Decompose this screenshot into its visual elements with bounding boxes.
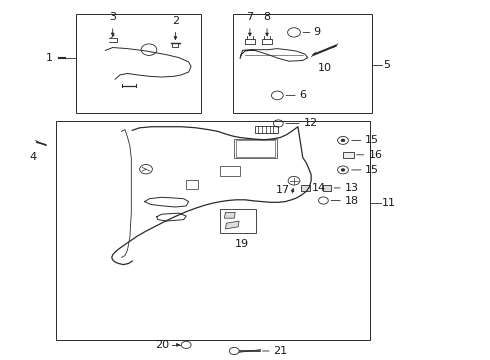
Text: 11: 11 <box>382 198 396 208</box>
Text: 20: 20 <box>155 340 169 350</box>
Bar <box>343 152 354 158</box>
Text: 17: 17 <box>276 185 290 195</box>
Bar <box>234 139 277 158</box>
Text: 3: 3 <box>109 12 116 22</box>
Bar <box>186 180 198 189</box>
Polygon shape <box>224 212 235 218</box>
Text: 18: 18 <box>345 195 359 206</box>
Text: 8: 8 <box>264 12 270 22</box>
Bar <box>220 166 240 176</box>
Text: 1: 1 <box>46 53 53 63</box>
Text: 12: 12 <box>304 118 318 129</box>
Bar <box>301 185 310 191</box>
Bar <box>220 209 256 233</box>
Text: 19: 19 <box>235 239 248 249</box>
Text: 21: 21 <box>273 346 288 356</box>
Text: 5: 5 <box>383 60 390 70</box>
Bar <box>255 126 278 133</box>
Text: 15: 15 <box>365 135 379 145</box>
Text: 2: 2 <box>172 16 179 26</box>
Text: 6: 6 <box>299 90 306 100</box>
Bar <box>56 121 370 340</box>
Text: 16: 16 <box>368 150 383 160</box>
Bar <box>236 140 275 157</box>
Text: 9: 9 <box>314 27 321 37</box>
Text: 13: 13 <box>345 183 359 193</box>
Text: 7: 7 <box>246 12 253 22</box>
Text: 14: 14 <box>312 183 326 193</box>
Text: 4: 4 <box>29 152 36 162</box>
Text: 10: 10 <box>318 63 331 73</box>
Text: 15: 15 <box>365 165 379 175</box>
Bar <box>323 185 331 191</box>
Circle shape <box>341 139 345 142</box>
Circle shape <box>341 168 345 171</box>
Bar <box>76 14 201 113</box>
Bar <box>233 14 372 113</box>
Polygon shape <box>225 221 239 229</box>
